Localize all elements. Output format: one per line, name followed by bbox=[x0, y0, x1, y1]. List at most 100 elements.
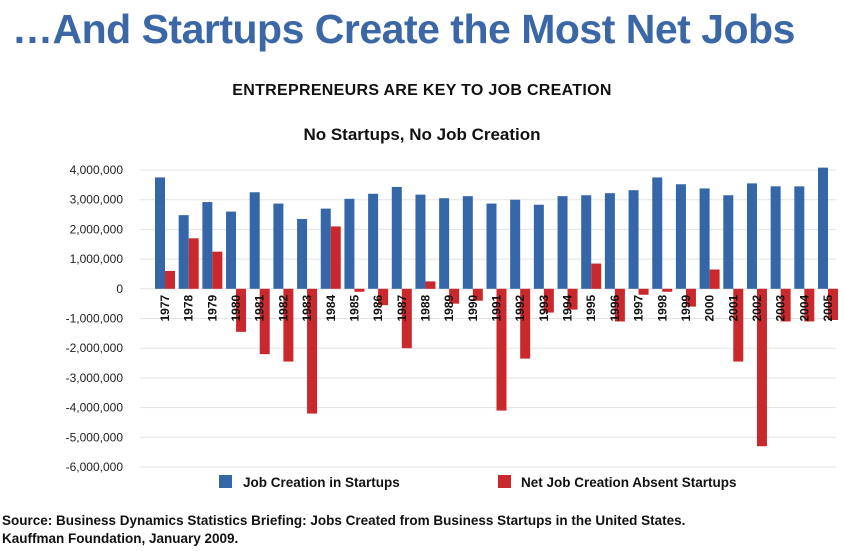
x-tick-label: 1998 bbox=[655, 294, 669, 321]
bar-absent-2002 bbox=[756, 288, 767, 447]
bar-startups-1992 bbox=[510, 199, 521, 289]
bar-absent-2003 bbox=[780, 288, 791, 322]
y-tick-label: -3,000,000 bbox=[66, 371, 124, 385]
x-tick-label: 1992 bbox=[513, 294, 527, 321]
bar-startups-1999 bbox=[675, 184, 686, 289]
bar-startups-1978 bbox=[178, 215, 189, 289]
y-tick-label: -5,000,000 bbox=[66, 430, 124, 444]
bar-absent-1978 bbox=[188, 238, 199, 289]
bar-startups-1989 bbox=[439, 198, 450, 289]
bar-chart: 4,000,000 3,000,000 2,000,000 1,000,000 0 -1,… bbox=[66, 163, 838, 490]
bar-absent-1987 bbox=[401, 288, 412, 349]
x-tick-label: 1990 bbox=[466, 294, 480, 321]
bar-startups-1994 bbox=[557, 196, 568, 289]
bar-startups-1981 bbox=[249, 192, 260, 289]
bar-startups-1982 bbox=[273, 203, 284, 289]
bar-absent-2000 bbox=[709, 269, 720, 289]
x-tick-label: 2000 bbox=[703, 294, 717, 321]
bar-absent-2004 bbox=[804, 288, 815, 322]
bar-startups-2004 bbox=[794, 186, 805, 289]
y-tick-label: 1,000,000 bbox=[70, 252, 124, 266]
bar-startups-1997 bbox=[628, 190, 639, 289]
bar-absent-1998 bbox=[662, 288, 673, 292]
bar-absent-1983 bbox=[307, 288, 318, 414]
bar-absent-2001 bbox=[733, 288, 744, 362]
bar-startups-1980 bbox=[226, 211, 237, 289]
bar-startups-1988 bbox=[415, 194, 426, 289]
x-tick-label: 2005 bbox=[821, 294, 835, 321]
slide-title: …And Startups Create the Most Net Jobs bbox=[12, 6, 795, 52]
x-tick-label: 1984 bbox=[324, 294, 338, 321]
y-tick-label: -6,000,000 bbox=[66, 460, 124, 474]
bar-startups-2005 bbox=[818, 167, 828, 289]
y-tick-label: -4,000,000 bbox=[66, 401, 124, 415]
source-citation: Source: Business Dynamics Statistics Bri… bbox=[2, 512, 685, 548]
bar-absent-1988 bbox=[425, 281, 436, 289]
bar-absent-1989 bbox=[449, 288, 460, 304]
x-tick-label: 1988 bbox=[418, 294, 432, 321]
x-tick-label: 1994 bbox=[561, 294, 575, 321]
bar-startups-1984 bbox=[320, 208, 331, 289]
bar-startups-1991 bbox=[486, 203, 497, 289]
bars bbox=[155, 167, 838, 447]
bar-absent-1993 bbox=[543, 288, 554, 313]
bar-startups-2000 bbox=[699, 188, 710, 289]
bar-startups-1983 bbox=[297, 219, 308, 289]
x-tick-label: 1977 bbox=[158, 294, 172, 321]
x-tick-label: 2003 bbox=[774, 294, 788, 321]
source-line-1: Source: Business Dynamics Statistics Bri… bbox=[2, 513, 686, 528]
bar-startups-1998 bbox=[652, 177, 663, 289]
bar-absent-1981 bbox=[259, 288, 270, 355]
bar-startups-1996 bbox=[604, 193, 615, 289]
bar-startups-1990 bbox=[462, 196, 473, 289]
bar-absent-1986 bbox=[378, 288, 389, 306]
bar-startups-1986 bbox=[368, 193, 379, 289]
y-tick-label: -2,000,000 bbox=[66, 341, 124, 355]
bar-absent-1979 bbox=[212, 251, 223, 289]
x-tick-label: 1982 bbox=[276, 294, 290, 321]
x-tick-label: 1985 bbox=[347, 294, 361, 321]
bar-startups-1985 bbox=[344, 198, 355, 289]
legend-swatch-absent bbox=[498, 475, 511, 488]
y-tick-label: 3,000,000 bbox=[70, 193, 124, 207]
bar-startups-2002 bbox=[746, 183, 757, 289]
bar-absent-1996 bbox=[614, 288, 625, 322]
bar-absent-1980 bbox=[236, 288, 247, 332]
x-tick-label: 1999 bbox=[679, 294, 693, 321]
bar-startups-1977 bbox=[155, 177, 165, 289]
bar-absent-1992 bbox=[520, 288, 531, 359]
x-tick-label: 1986 bbox=[371, 294, 385, 321]
x-tick-label: 1993 bbox=[537, 294, 551, 321]
bar-absent-1990 bbox=[472, 288, 483, 301]
x-tick-label: 1987 bbox=[395, 294, 409, 321]
bar-startups-1993 bbox=[533, 204, 544, 289]
x-tick-label: 1981 bbox=[253, 294, 267, 321]
bar-absent-1999 bbox=[685, 288, 696, 307]
x-axis: 1977 1978 1979 1980 1981 1982 1983 1984 1985 1986… bbox=[158, 294, 835, 321]
legend-label-absent: Net Job Creation Absent Startups bbox=[521, 475, 737, 490]
y-tick-label: 4,000,000 bbox=[70, 163, 124, 177]
x-tick-label: 1991 bbox=[490, 294, 504, 321]
bar-absent-1985 bbox=[354, 288, 365, 292]
chart-title: ENTREPRENEURS ARE KEY TO JOB CREATION bbox=[232, 82, 612, 99]
bar-absent-1991 bbox=[496, 288, 507, 411]
x-tick-label: 1983 bbox=[300, 294, 314, 321]
legend: Job Creation in Startups Net Job Creatio… bbox=[219, 475, 737, 490]
bar-absent-1997 bbox=[638, 288, 649, 295]
chart-subtitle: No Startups, No Job Creation bbox=[303, 125, 541, 144]
x-tick-label: 2001 bbox=[726, 294, 740, 321]
y-tick-label: 0 bbox=[116, 282, 123, 296]
source-line-2: Kauffman Foundation, January 2009. bbox=[2, 531, 239, 546]
x-tick-label: 1980 bbox=[229, 294, 243, 321]
y-tick-label: -1,000,000 bbox=[66, 312, 124, 326]
y-tick-label: 2,000,000 bbox=[70, 222, 124, 236]
bar-startups-2003 bbox=[770, 186, 781, 289]
bar-startups-2001 bbox=[723, 195, 734, 289]
x-tick-label: 1997 bbox=[632, 294, 646, 321]
x-tick-label: 2002 bbox=[750, 294, 764, 321]
bar-absent-1977 bbox=[165, 270, 175, 289]
x-tick-label: 1996 bbox=[608, 294, 622, 321]
y-axis: 4,000,000 3,000,000 2,000,000 1,000,000 0 -1,… bbox=[66, 163, 124, 474]
bar-absent-1984 bbox=[330, 226, 341, 289]
x-tick-label: 2004 bbox=[797, 294, 811, 321]
